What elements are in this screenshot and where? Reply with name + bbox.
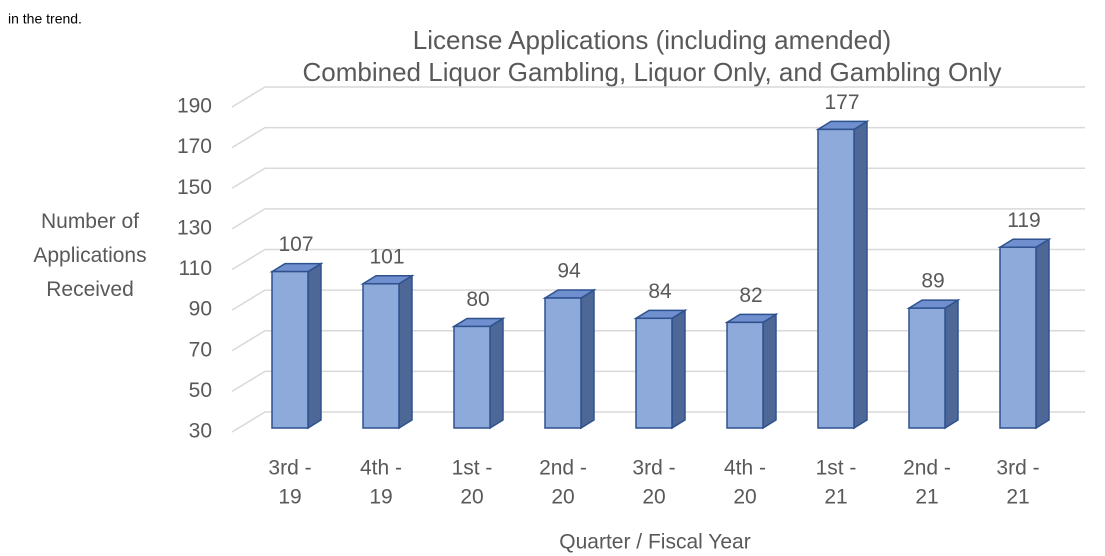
bar xyxy=(908,307,946,429)
value-label: 82 xyxy=(739,284,762,307)
bar-side xyxy=(762,313,777,430)
x-tick-label: 2nd -20 xyxy=(539,456,587,508)
y-tick-label: 90 xyxy=(189,298,212,321)
value-label: 80 xyxy=(466,288,489,311)
y-tick-label: 170 xyxy=(177,135,212,158)
grid-line xyxy=(231,370,1085,393)
bar xyxy=(817,128,855,429)
x-tick-label: 1st -21 xyxy=(816,456,857,508)
bar xyxy=(271,270,309,429)
bar-side xyxy=(489,317,504,430)
bar xyxy=(726,321,764,429)
y-tick-label: 110 xyxy=(179,257,212,280)
value-label: 94 xyxy=(557,260,581,283)
value-label: 101 xyxy=(369,245,404,268)
y-tick-label: 70 xyxy=(189,338,212,361)
bar-side xyxy=(944,298,959,430)
bar-side xyxy=(1035,237,1050,430)
grid-line xyxy=(231,86,1085,108)
value-label: 84 xyxy=(648,280,672,303)
bar-side xyxy=(307,262,322,430)
x-tick-label: 2nd -21 xyxy=(903,456,951,508)
value-label: 119 xyxy=(1007,209,1040,232)
y-tick-label: 50 xyxy=(189,379,212,402)
y-axis-label: Number of Applications Received xyxy=(33,210,146,301)
bar xyxy=(635,317,673,429)
bar-side xyxy=(398,274,413,430)
y-tick-label: 150 xyxy=(177,176,212,199)
y-tick-label: 130 xyxy=(177,216,212,239)
grid-line xyxy=(231,208,1085,230)
chart-title: License Applications (including amended) xyxy=(413,25,891,55)
grid-line xyxy=(231,248,1085,271)
bar xyxy=(362,283,400,429)
bar xyxy=(544,297,582,429)
x-tick-label: 4th -20 xyxy=(724,456,766,508)
value-label: 107 xyxy=(278,233,313,256)
value-label: 89 xyxy=(921,270,944,293)
y-tick-label: 190 xyxy=(177,95,212,118)
grid-line xyxy=(231,289,1085,311)
bar-side xyxy=(671,308,686,430)
bar-side xyxy=(853,120,868,430)
grid-line xyxy=(231,126,1085,149)
x-axis-label: Quarter / Fiscal Year xyxy=(559,531,750,554)
value-label: 177 xyxy=(824,91,859,114)
chart-subtitle: Combined Liquor Gambling, Liquor Only, a… xyxy=(303,57,1002,87)
y-tick-label: 30 xyxy=(189,420,212,443)
annotation: in the trend. xyxy=(8,11,82,27)
x-tick-label: 1st -20 xyxy=(452,456,493,508)
grid-line xyxy=(231,411,1085,433)
x-tick-label: 3rd -20 xyxy=(632,456,675,508)
x-tick-label: 3rd -21 xyxy=(996,456,1039,508)
bar xyxy=(999,246,1037,429)
x-tick-label: 3rd -19 xyxy=(268,456,311,508)
x-tick-label: 4th -19 xyxy=(360,456,402,508)
grid-line xyxy=(231,167,1085,189)
grid-line xyxy=(231,330,1085,352)
bar xyxy=(453,325,491,429)
bar-side xyxy=(580,288,595,430)
